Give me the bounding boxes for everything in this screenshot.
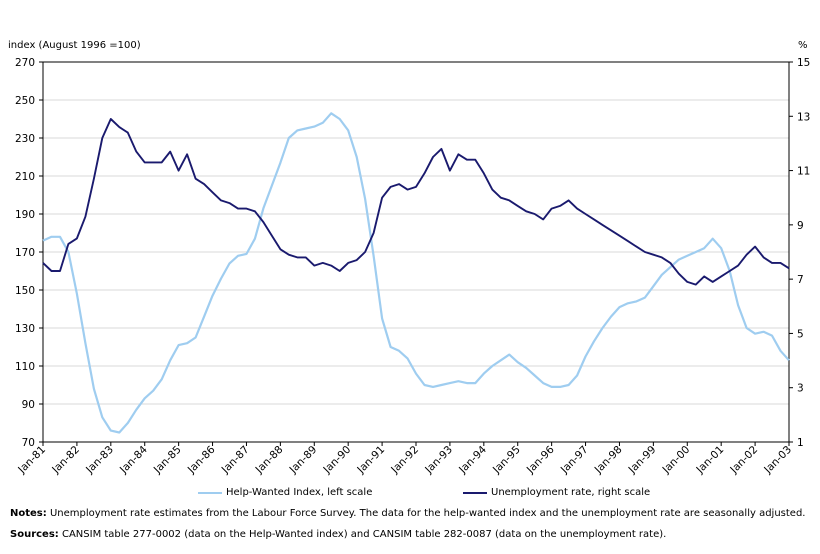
right-tick-label: 11	[797, 166, 810, 178]
left-axis-title: index (August 1996 =100)	[8, 40, 141, 51]
right-tick-label: 3	[797, 383, 804, 395]
left-tick-label: 110	[15, 361, 35, 373]
x-axis-ticks: Jan-81 Jan-82 Jan-83 Jan-84 Jan-85 Jan-86 Jan-…	[15, 442, 794, 476]
x-tick-label: Jan-85	[151, 444, 184, 477]
left-tick-label: 250	[15, 95, 35, 107]
sources-text: Sources: CANSIM table 277-0002 (data on …	[10, 529, 666, 540]
series-line-unemployment	[42, 118, 790, 286]
x-tick-label: Jan-83	[83, 444, 116, 477]
x-tick-label: Jan-02	[727, 444, 760, 477]
sources-label: Sources:	[10, 529, 59, 540]
x-tick-label: Jan-84	[117, 443, 150, 476]
left-tick-label: 130	[15, 323, 35, 335]
x-tick-label: Jan-88	[253, 444, 286, 477]
x-tick-label: Jan-93	[422, 444, 455, 477]
left-axis-ticks: 70 90 110 130 150 170 190 210 230 250 270	[15, 57, 43, 449]
x-tick-label: Jan-99	[626, 444, 659, 477]
left-tick-label: 270	[15, 57, 35, 69]
left-tick-label: 170	[15, 247, 35, 259]
x-tick-label: Jan-00	[660, 444, 693, 477]
x-tick-label: Jan-94	[456, 443, 489, 476]
x-tick-label: Jan-01	[694, 444, 727, 477]
x-tick-label: Jan-91	[354, 444, 387, 477]
x-tick-label: Jan-86	[185, 443, 218, 476]
legend-item-help-wanted: Help-Wanted Index, left scale	[198, 487, 372, 498]
sources-body: CANSIM table 277-0002 (data on the Help-…	[58, 529, 667, 540]
x-tick-label: Jan-90	[321, 444, 354, 477]
left-tick-label: 90	[22, 399, 35, 411]
legend-swatch-help-wanted	[198, 491, 222, 494]
series-layer	[42, 112, 790, 434]
right-tick-label: 15	[797, 57, 810, 69]
right-tick-label: 13	[797, 111, 810, 123]
x-tick-label: Jan-82	[49, 444, 82, 477]
left-tick-label: 70	[22, 437, 35, 449]
legend-item-unemployment: Unemployment rate, right scale	[463, 487, 650, 498]
right-tick-label: 1	[797, 437, 804, 449]
right-tick-label: 9	[797, 220, 804, 232]
legend-label-unemployment: Unemployment rate, right scale	[491, 487, 651, 498]
x-tick-label: Jan-96	[524, 443, 557, 476]
x-tick-label: Jan-92	[388, 444, 421, 477]
left-tick-label: 210	[15, 171, 35, 183]
legend-label-help-wanted: Help-Wanted Index, left scale	[226, 487, 373, 498]
right-tick-label: 5	[797, 328, 804, 340]
x-tick-label: Jan-97	[558, 444, 591, 477]
left-tick-label: 190	[15, 209, 35, 221]
right-tick-label: 7	[797, 274, 804, 286]
x-tick-label: Jan-89	[287, 444, 320, 477]
x-tick-label: Jan-95	[490, 444, 523, 477]
notes-text: Notes: Unemployment rate estimates from …	[10, 508, 806, 519]
notes-label: Notes:	[10, 508, 47, 519]
gridlines	[43, 61, 789, 443]
left-tick-label: 230	[15, 133, 35, 145]
x-tick-label: Jan-87	[219, 444, 252, 477]
left-tick-label: 150	[15, 285, 35, 297]
legend-swatch-unemployment	[463, 491, 487, 494]
series-line-help-wanted	[42, 112, 790, 434]
x-tick-label: Jan-03	[761, 444, 794, 477]
notes-body: Unemployment rate estimates from the Lab…	[46, 508, 806, 519]
x-tick-label: Jan-98	[592, 444, 625, 477]
right-axis-title: %	[798, 40, 808, 51]
